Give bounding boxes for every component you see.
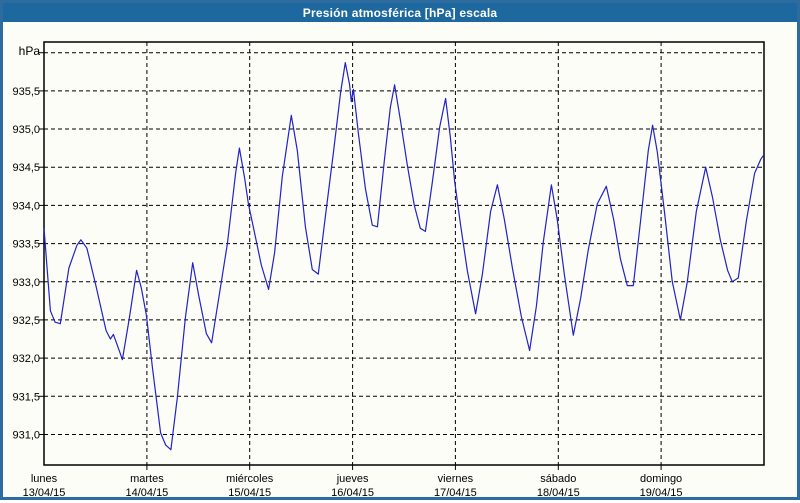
y-tick-label: 934,0 bbox=[12, 200, 40, 212]
x-day-date-label: 19/04/15 bbox=[640, 487, 683, 499]
x-day-date-label: 13/04/15 bbox=[23, 487, 66, 499]
x-day-date-label: 15/04/15 bbox=[228, 487, 271, 499]
y-tick-label: 934,5 bbox=[12, 162, 40, 174]
plot-border bbox=[43, 41, 765, 466]
y-tick-label: 935,0 bbox=[12, 124, 40, 136]
x-day-date-label: 17/04/15 bbox=[434, 487, 477, 499]
y-axis-unit-label: hPa bbox=[19, 44, 41, 58]
y-tick-label: 932,5 bbox=[12, 315, 40, 327]
x-day-name-label: martes bbox=[130, 473, 164, 485]
x-day-name-label: jueves bbox=[336, 473, 369, 485]
chart-title: Presión atmosférica [hPa] escala bbox=[302, 5, 498, 20]
x-day-date-label: 16/04/15 bbox=[331, 487, 374, 499]
y-tick-label: 932,0 bbox=[12, 353, 40, 365]
x-day-name-label: sábado bbox=[540, 473, 576, 485]
pressure-chart: 935,5 935,0 934,5 934,0 933,5 933,0 932,5 932,0… bbox=[12, 41, 765, 499]
window-title-bar: Presión atmosférica [hPa] escala bbox=[3, 3, 797, 22]
x-day-name-label: lunes bbox=[31, 473, 58, 485]
x-day-date-label: 18/04/15 bbox=[537, 487, 580, 499]
y-tick-label: 933,5 bbox=[12, 239, 40, 251]
y-tick-label: 935,5 bbox=[12, 86, 40, 98]
x-day-name-label: miércoles bbox=[226, 473, 274, 485]
y-tick-label: 931,5 bbox=[12, 391, 40, 403]
x-day-date-label: 14/04/15 bbox=[125, 487, 168, 499]
y-tick-label: 931,0 bbox=[12, 430, 40, 442]
x-day-name-label: domingo bbox=[640, 473, 682, 485]
pressure-line bbox=[43, 61, 764, 451]
x-day-name-label: viernes bbox=[438, 473, 474, 485]
y-tick-label: 933,0 bbox=[12, 277, 40, 289]
